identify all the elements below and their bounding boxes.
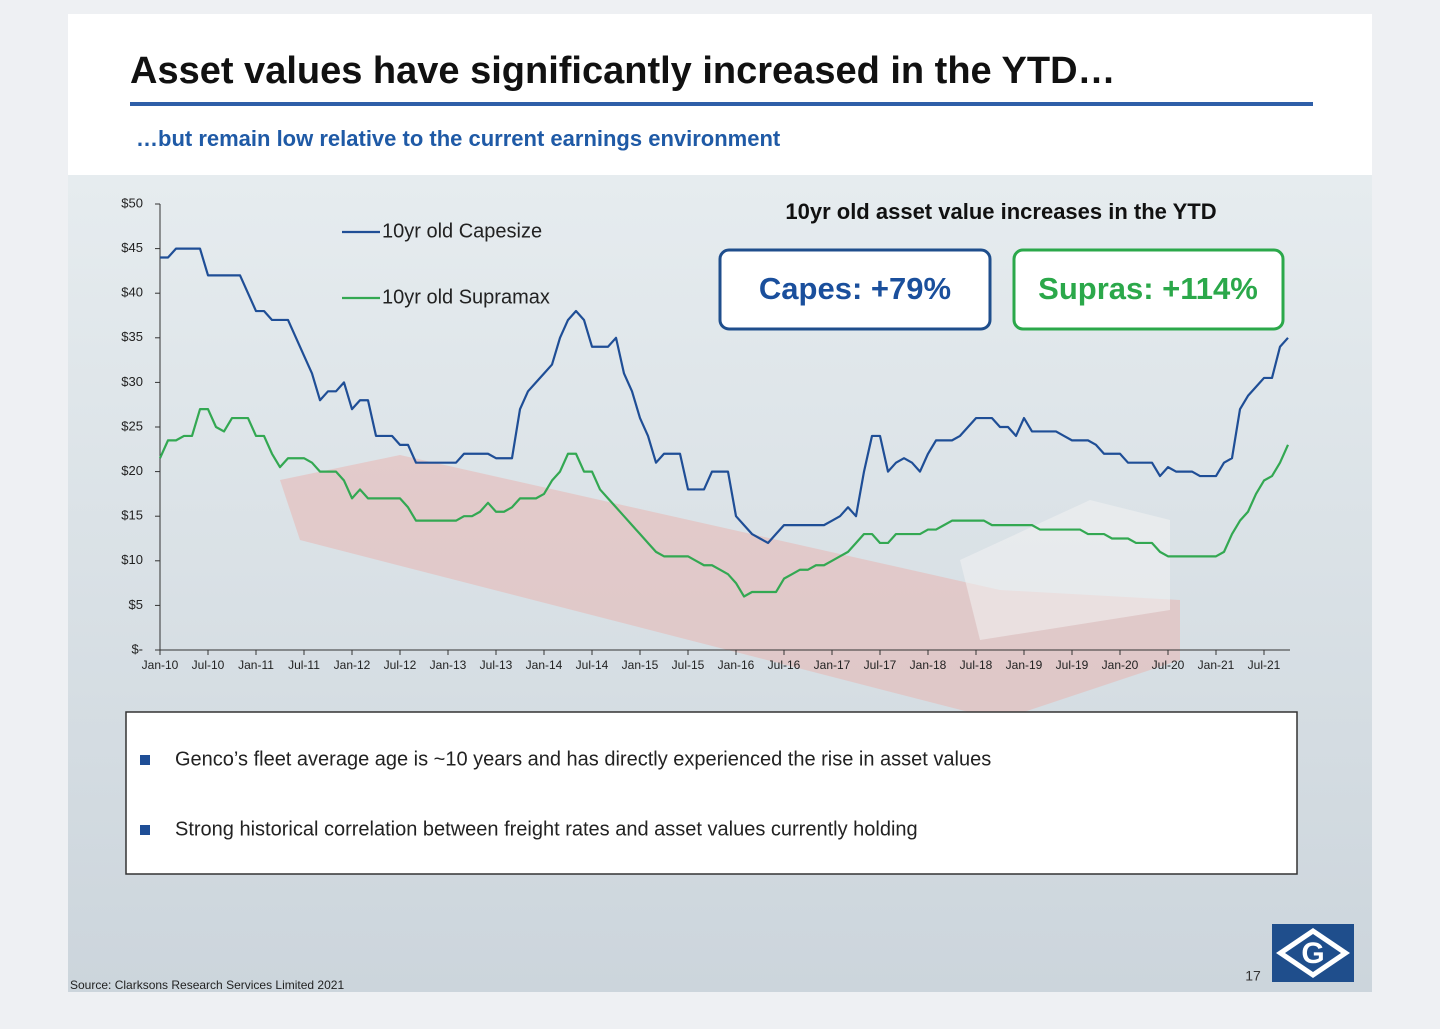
- x-tick-label: Jan-21: [1198, 658, 1235, 672]
- capes-callout: Capes: +79%: [759, 271, 951, 306]
- x-tick-label: Jan-15: [622, 658, 659, 672]
- y-tick-label: $30: [121, 374, 143, 389]
- y-tick-label: $10: [121, 552, 143, 567]
- logo-letter: G: [1301, 937, 1324, 970]
- x-tick-label: Jul-16: [768, 658, 801, 672]
- x-tick-label: Jul-20: [1152, 658, 1185, 672]
- legend-label: 10yr old Capesize: [382, 220, 542, 242]
- y-tick-label: $5: [129, 597, 143, 612]
- supras-box: [1012, 248, 1285, 331]
- bullet-marker: [140, 825, 150, 835]
- x-tick-label: Jan-20: [1102, 658, 1139, 672]
- x-tick-label: Jan-17: [814, 658, 851, 672]
- supras-callout: Supras: +114%: [1038, 271, 1258, 306]
- x-tick-label: Jan-16: [718, 658, 755, 672]
- x-tick-label: Jul-18: [960, 658, 993, 672]
- x-tick-label: Jan-13: [430, 658, 467, 672]
- page-number: 17: [1245, 968, 1261, 984]
- x-tick-label: Jul-19: [1056, 658, 1089, 672]
- y-tick-label: $35: [121, 329, 143, 344]
- legend-label: 10yr old Supramax: [382, 286, 550, 308]
- ship-bridge: [960, 500, 1170, 640]
- y-tick-label: $15: [121, 508, 143, 523]
- slide-title: Asset values have significantly increase…: [130, 50, 1116, 92]
- x-tick-label: Jul-12: [384, 658, 417, 672]
- x-tick-label: Jul-17: [864, 658, 897, 672]
- y-tick-label: $40: [121, 285, 143, 300]
- callout-title: 10yr old asset value increases in the YT…: [785, 199, 1216, 224]
- y-tick-label: $45: [121, 240, 143, 255]
- y-tick-label: $-: [131, 641, 143, 656]
- bullet-text: Strong historical correlation between fr…: [175, 818, 918, 840]
- bullet-box: [125, 711, 1298, 875]
- x-tick-label: Jan-11: [238, 658, 274, 672]
- x-tick-label: Jan-14: [526, 658, 563, 672]
- x-tick-label: Jul-14: [576, 658, 609, 672]
- x-tick-label: Jan-19: [1006, 658, 1043, 672]
- y-tick-label: $25: [121, 418, 143, 433]
- logo-diamond-inner: [1285, 934, 1341, 972]
- slide-subtitle: …but remain low relative to the current …: [136, 126, 781, 151]
- x-tick-label: Jul-10: [192, 658, 225, 672]
- y-tick-label: $50: [121, 195, 143, 210]
- title-rule: [130, 102, 1313, 106]
- series-line: [160, 247, 1289, 545]
- x-tick-label: Jan-18: [910, 658, 947, 672]
- x-tick-label: Jul-15: [672, 658, 705, 672]
- x-tick-label: Jan-10: [142, 658, 179, 672]
- y-tick-label: $20: [121, 463, 143, 478]
- source: Source: Clarksons Research Services Limi…: [70, 978, 344, 992]
- bullet-text: Genco’s fleet average age is ~10 years a…: [175, 748, 991, 770]
- x-tick-label: Jul-11: [288, 658, 320, 672]
- x-tick-label: Jul-13: [480, 658, 513, 672]
- bullet-marker: [140, 755, 150, 765]
- x-tick-label: Jan-12: [334, 658, 371, 672]
- ship-hull: [280, 455, 1180, 720]
- capes-box: [718, 248, 992, 331]
- series-line: [158, 408, 1290, 598]
- x-tick-label: Jul-21: [1248, 658, 1281, 672]
